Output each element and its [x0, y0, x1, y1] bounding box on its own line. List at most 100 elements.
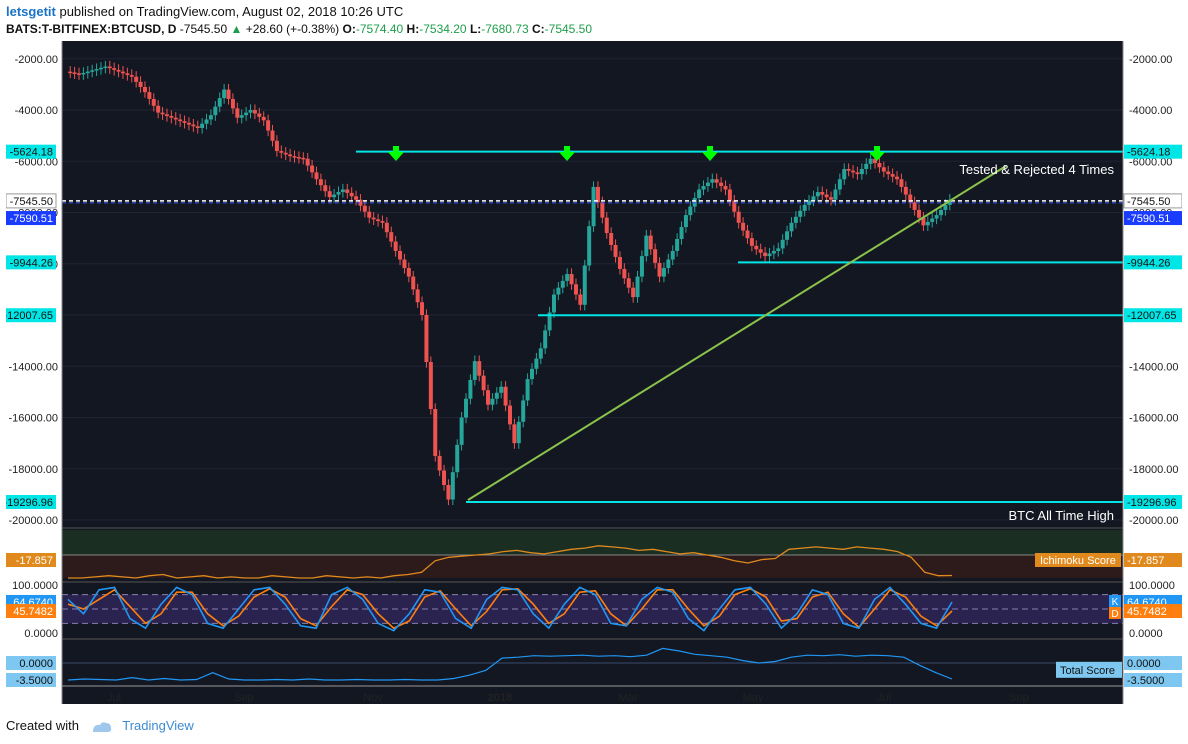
x-tick-label: Sep	[234, 692, 254, 704]
candle-body	[332, 194, 337, 198]
candle-body	[600, 202, 605, 218]
tradingview-link[interactable]: TradingView	[122, 718, 194, 733]
total-tick-left: 0.0000	[19, 658, 53, 670]
candle-body	[895, 176, 900, 180]
down-arrow-icon	[559, 146, 575, 161]
annotation-tested-rejected: Tested & Rejected 4 Times	[959, 162, 1114, 177]
marker-label-left-bg	[6, 211, 56, 226]
candle-body	[94, 69, 99, 71]
created-with-text: Created with	[6, 718, 79, 733]
candle-body	[446, 484, 451, 500]
candle-body	[868, 158, 873, 164]
level-label-left-bg	[6, 494, 56, 509]
candle-body	[688, 206, 693, 216]
candle-body	[657, 262, 662, 277]
candle-body	[569, 274, 574, 285]
stoch-tick-0-left: 0.0000	[24, 628, 58, 640]
candle-body	[908, 194, 913, 203]
candle-body	[107, 66, 112, 69]
candle-body	[354, 196, 359, 200]
candle-body	[648, 235, 653, 250]
candle-body	[534, 358, 539, 369]
candle-body	[173, 117, 178, 120]
candle-body	[283, 152, 288, 155]
y-tick-label-right: -4000.00	[1129, 105, 1172, 117]
chart-svg[interactable]: -2000.00 -2000.00 -4000.00 -4000.00 -6000.00…	[3, 41, 1183, 706]
y-tick-label-right: -6000.00	[1129, 156, 1172, 168]
candle-body	[208, 115, 213, 120]
candle-body	[327, 191, 332, 198]
total-title-bg	[1056, 661, 1122, 678]
author-name[interactable]: letsgetit	[6, 4, 56, 19]
price-label-left-bg	[5, 193, 57, 209]
candle-body	[556, 287, 561, 295]
candle-body	[420, 302, 425, 316]
candle-body	[323, 185, 328, 192]
ichimoku-negative-zone	[62, 555, 1123, 578]
y-tick-label-right: -2000.00	[1129, 54, 1172, 66]
candle-body	[459, 417, 464, 445]
candle-body	[617, 256, 622, 269]
candle-body	[398, 250, 403, 260]
candle-body	[481, 375, 486, 391]
candle-body	[288, 154, 293, 157]
candle-body	[776, 248, 781, 251]
x-tick-label: May	[743, 692, 764, 704]
candle-body	[661, 268, 666, 277]
candle-body	[521, 400, 526, 422]
high-value: -7534.20	[419, 22, 467, 36]
candle-body	[235, 108, 240, 118]
chart-area[interactable]: -2000.00 -2000.00 -4000.00 -4000.00 -6000.00…	[3, 41, 1183, 706]
candle-body	[389, 232, 394, 242]
marker-label-left: -7590.51	[10, 213, 53, 225]
candle-body	[103, 66, 108, 68]
level-label-right-bg	[1124, 308, 1182, 323]
candle-body	[793, 216, 798, 223]
candle-body	[538, 348, 543, 359]
candle-body	[314, 172, 319, 180]
candle-body	[833, 189, 838, 200]
stoch-tick-100-left: 100.0000	[12, 580, 58, 592]
candle-body	[692, 198, 697, 207]
candle-body	[371, 217, 376, 220]
down-arrow-icon	[702, 146, 718, 161]
candle-body	[881, 167, 886, 172]
down-arrow-icon	[869, 146, 885, 161]
candle-body	[200, 123, 205, 128]
candle-body	[226, 89, 231, 99]
candle-body	[943, 204, 948, 210]
candle-body	[261, 116, 266, 121]
y-tick-label-right: -16000.00	[1129, 413, 1179, 425]
annotation-ath: BTC All Time High	[1009, 508, 1114, 523]
level-label-right-bg	[1124, 255, 1182, 270]
level-label-left: -12007.65	[6, 310, 53, 322]
total-label-right-bg	[1124, 656, 1182, 670]
total-label-left-bg	[6, 673, 56, 687]
candle-body	[934, 215, 939, 219]
candle-body	[191, 124, 196, 127]
candle-body	[873, 158, 878, 164]
y-tick-label-right: -20000.00	[1129, 515, 1179, 527]
candle-body	[292, 156, 297, 158]
candle-body	[486, 390, 491, 405]
candle-body	[899, 179, 904, 187]
candle-body	[156, 105, 161, 113]
candle-body	[349, 192, 354, 197]
candle-body	[72, 72, 77, 74]
candle-body	[296, 157, 301, 159]
candle-body	[138, 81, 143, 87]
candle-body	[402, 259, 407, 269]
x-tick-label: Sep	[1009, 692, 1029, 704]
candle-body	[151, 98, 156, 106]
level-label-left-bg	[6, 255, 56, 270]
x-tick-label: Mar	[619, 692, 638, 704]
candle-body	[512, 424, 517, 444]
candle-body	[921, 217, 926, 226]
candle-body	[807, 200, 812, 205]
candle-body	[112, 68, 117, 70]
candle-body	[230, 98, 235, 109]
publish-info: letsgetit published on TradingView.com, …	[6, 4, 403, 19]
candle-body	[547, 312, 552, 331]
price-label-right: -7545.50	[1127, 196, 1170, 208]
candle-body	[252, 110, 257, 114]
